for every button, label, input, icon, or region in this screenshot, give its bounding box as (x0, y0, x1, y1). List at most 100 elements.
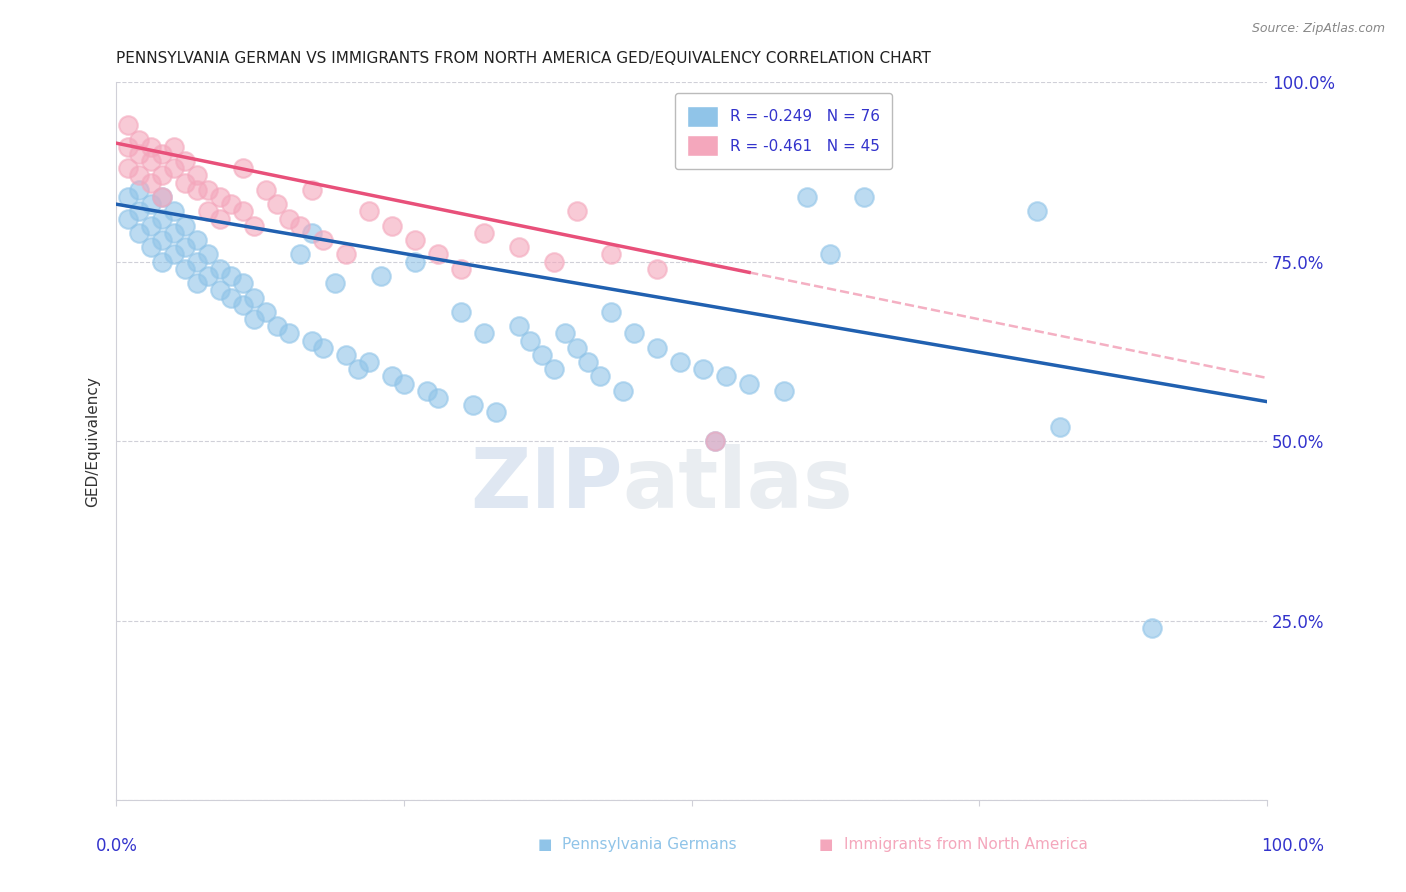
Point (232, 276, 254, 290)
Point (474, 326, 496, 341)
Point (186, 233, 208, 247)
Point (450, 261, 472, 276)
Point (197, 247, 219, 261)
Text: Pennsylvania Germans: Pennsylvania Germans (562, 837, 737, 852)
Point (208, 283, 231, 297)
Point (576, 355, 599, 369)
Point (221, 268, 243, 283)
Point (128, 132, 150, 146)
Point (323, 276, 346, 290)
Point (359, 355, 381, 369)
Point (474, 226, 496, 240)
Point (508, 319, 530, 334)
Point (243, 219, 266, 233)
Text: Immigrants from North America: Immigrants from North America (844, 837, 1087, 852)
Point (128, 169, 150, 183)
Point (669, 355, 692, 369)
Point (139, 140, 162, 154)
Point (312, 341, 335, 355)
Point (381, 369, 404, 384)
Point (128, 147, 150, 161)
Point (186, 183, 208, 197)
Point (197, 204, 219, 219)
Point (404, 254, 426, 268)
Point (232, 204, 254, 219)
Point (174, 154, 197, 169)
Point (543, 254, 565, 268)
Point (117, 161, 139, 176)
Point (208, 190, 231, 204)
Point (266, 197, 288, 211)
Point (139, 154, 162, 169)
Y-axis label: GED/Equivalency: GED/Equivalency (86, 376, 100, 507)
Point (427, 247, 450, 261)
Point (714, 369, 737, 384)
Point (508, 240, 530, 254)
Point (232, 161, 254, 176)
Point (796, 190, 818, 204)
Text: 100.0%: 100.0% (1261, 837, 1324, 855)
Point (128, 204, 150, 219)
Point (197, 268, 219, 283)
Point (301, 334, 323, 348)
Point (174, 176, 197, 190)
Point (221, 291, 243, 305)
Point (174, 240, 197, 254)
Point (163, 161, 186, 176)
Point (139, 197, 162, 211)
Point (565, 204, 588, 219)
Point (347, 362, 370, 376)
Point (1025, 204, 1047, 219)
Point (703, 434, 725, 449)
Point (692, 362, 714, 376)
Point (208, 261, 231, 276)
Point (1049, 419, 1071, 434)
Point (174, 219, 197, 233)
Point (738, 376, 761, 391)
Point (186, 169, 208, 183)
Point (197, 183, 219, 197)
Point (117, 190, 139, 204)
Legend: R = -0.249   N = 76, R = -0.461   N = 45: R = -0.249 N = 76, R = -0.461 N = 45 (675, 94, 893, 169)
Point (208, 211, 231, 226)
Text: ■: ■ (538, 837, 562, 852)
Point (221, 197, 243, 211)
Point (404, 233, 426, 247)
Point (150, 169, 173, 183)
Point (392, 376, 415, 391)
Point (163, 247, 186, 261)
Point (565, 341, 588, 355)
Point (461, 398, 484, 412)
Point (645, 261, 668, 276)
Text: ■: ■ (820, 837, 844, 852)
Point (301, 183, 323, 197)
Text: 0.0%: 0.0% (96, 837, 138, 855)
Text: atlas: atlas (623, 443, 853, 524)
Text: Source: ZipAtlas.com: Source: ZipAtlas.com (1251, 22, 1385, 36)
Point (243, 291, 266, 305)
Point (266, 319, 288, 334)
Point (150, 147, 173, 161)
Point (128, 226, 150, 240)
Point (623, 326, 645, 341)
Point (335, 247, 357, 261)
Point (150, 211, 173, 226)
Point (117, 118, 139, 132)
Point (335, 348, 357, 362)
Point (1140, 621, 1163, 635)
Point (645, 341, 668, 355)
Point (370, 268, 392, 283)
Point (381, 219, 404, 233)
Point (117, 140, 139, 154)
Point (254, 183, 277, 197)
Point (150, 190, 173, 204)
Point (519, 334, 541, 348)
Point (186, 276, 208, 290)
Text: PENNSYLVANIA GERMAN VS IMMIGRANTS FROM NORTH AMERICA GED/EQUIVALENCY CORRELATION: PENNSYLVANIA GERMAN VS IMMIGRANTS FROM N… (117, 51, 931, 66)
Point (277, 326, 299, 341)
Text: ZIP: ZIP (470, 443, 623, 524)
Point (853, 190, 876, 204)
Point (600, 247, 623, 261)
Point (612, 384, 634, 398)
Point (290, 219, 312, 233)
